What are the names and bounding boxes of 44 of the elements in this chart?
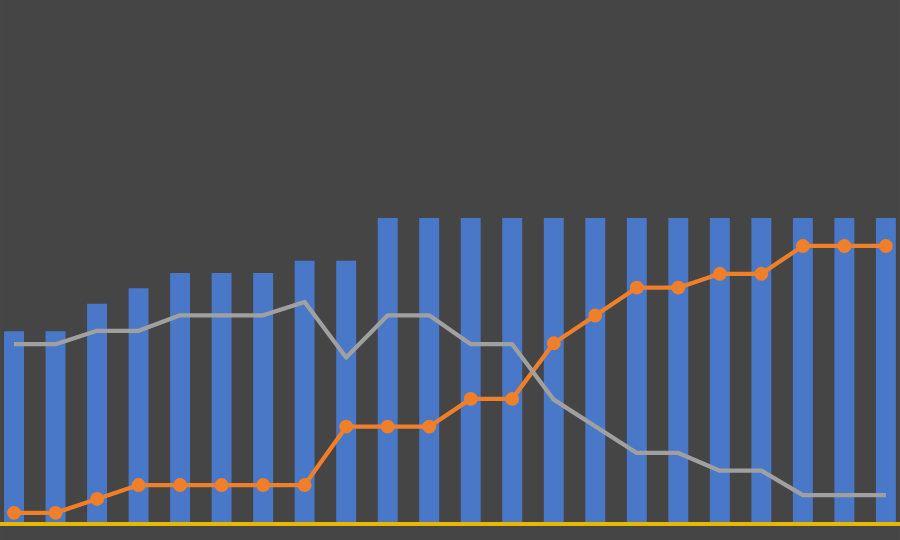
point (546, 336, 561, 351)
bar (294, 260, 315, 524)
bar (87, 303, 108, 524)
bar (502, 217, 523, 524)
bar (45, 331, 66, 524)
bar (336, 260, 357, 524)
bar (875, 217, 896, 524)
point (795, 239, 810, 253)
point (380, 419, 395, 434)
point (505, 391, 520, 406)
bar (419, 217, 440, 524)
point (48, 505, 63, 520)
bar (253, 273, 274, 524)
point (131, 478, 146, 492)
bar (543, 217, 564, 524)
point (339, 419, 354, 434)
bar (211, 273, 232, 524)
bar (4, 331, 24, 524)
point (214, 478, 229, 492)
point (712, 266, 727, 281)
point (754, 266, 769, 281)
point (671, 280, 686, 295)
point (629, 280, 644, 295)
bar (460, 217, 481, 524)
bar (626, 217, 647, 524)
point (837, 239, 852, 253)
point (173, 478, 188, 492)
point (463, 391, 478, 406)
bar (792, 217, 813, 524)
bar (170, 273, 191, 524)
point (297, 478, 312, 492)
bar (709, 217, 730, 524)
bar (377, 217, 398, 524)
point (7, 505, 21, 520)
point (422, 419, 437, 434)
point (256, 478, 271, 492)
bar (834, 217, 855, 524)
bar (128, 288, 149, 524)
bar (668, 217, 689, 524)
point (90, 492, 104, 506)
bar (751, 217, 772, 524)
point (588, 308, 603, 323)
point (878, 239, 893, 253)
bar (585, 217, 606, 524)
